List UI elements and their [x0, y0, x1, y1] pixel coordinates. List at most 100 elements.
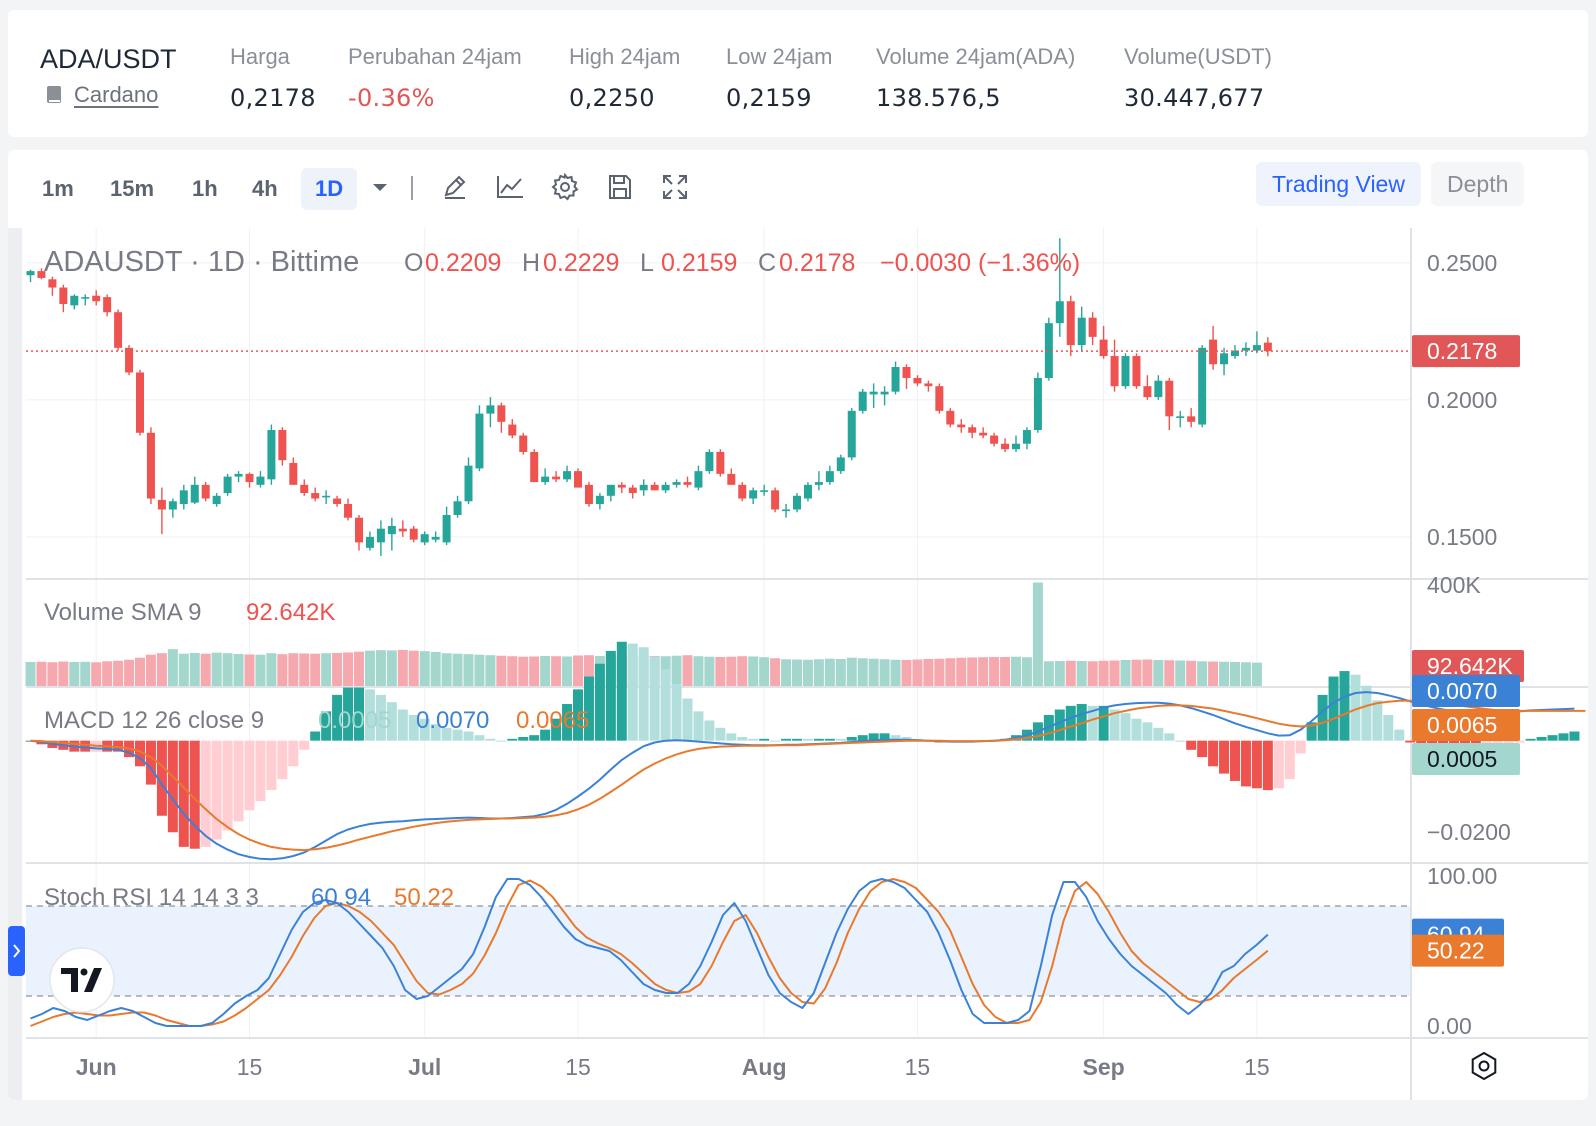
volume-bar [529, 656, 540, 686]
macd-histogram-bar [693, 711, 704, 741]
macd-legend-label: MACD 12 26 close 9 [44, 707, 264, 734]
axis-settings-icon[interactable] [1471, 1051, 1497, 1081]
stat-volume-usdt: Volume(USDT) 30.447,677 [1124, 44, 1272, 112]
candle-up [705, 451, 714, 472]
save-icon[interactable] [603, 170, 637, 204]
macd-histogram-bar [1306, 722, 1317, 741]
macd-legend-signal: 0.0065 [516, 707, 589, 734]
stat-label: Perubahan 24jam [348, 44, 522, 69]
timeframe-1h-button[interactable]: 1h [192, 176, 218, 201]
volume-bar [759, 657, 770, 686]
macd-histogram-bar [616, 641, 627, 741]
volume-bar [310, 653, 321, 686]
volume-bar [113, 660, 124, 686]
volume-bar [332, 652, 343, 686]
macd-histogram-bar [1087, 705, 1098, 741]
timeframe-1m-button[interactable]: 1m [42, 176, 74, 201]
tradingview-logo[interactable] [49, 947, 115, 1013]
candle-down [103, 297, 112, 313]
candle-down [48, 279, 57, 288]
macd-histogram-bar [299, 740, 310, 750]
volume-bar [507, 656, 518, 686]
macd-histogram-bar [857, 735, 868, 741]
legend-ohlc-key: L [640, 249, 654, 277]
macd-histogram-bar [540, 729, 551, 741]
volume-bar [1000, 656, 1011, 686]
candle-up [847, 410, 856, 458]
coin-link[interactable]: Cardano [46, 82, 158, 108]
macd-histogram-bar [1240, 740, 1251, 787]
volume-bar [573, 655, 583, 686]
line-chart-icon[interactable] [493, 170, 527, 204]
timeframe-1d-button[interactable]: 1D [301, 168, 358, 210]
macd-histogram-bar [200, 740, 211, 847]
volume-bar [233, 653, 244, 686]
candle-down [1099, 339, 1108, 357]
macd-histogram-bar [868, 733, 879, 741]
timeframe-4h-button[interactable]: 4h [252, 176, 278, 201]
volume-bar [299, 653, 310, 686]
volume-bar [704, 656, 715, 686]
pencil-icon[interactable] [438, 170, 472, 204]
volume-bar [551, 656, 562, 686]
candle-down [37, 271, 46, 278]
macd-histogram-bar [726, 733, 737, 741]
coin-link-label[interactable]: Cardano [74, 82, 159, 107]
volume-sma-tag [1412, 650, 1524, 682]
macd-histogram-bar [474, 735, 485, 741]
chevron-down-icon[interactable] [363, 170, 397, 204]
fullscreen-icon[interactable] [658, 170, 692, 204]
candle-down [300, 484, 309, 494]
volume-legend-label: Volume SMA 9 [44, 599, 201, 626]
volume-bar [1164, 660, 1175, 686]
volume-bar [562, 656, 573, 686]
candle-down [1143, 386, 1152, 398]
macd-histogram-bar [792, 738, 802, 741]
volume-bar [781, 659, 792, 686]
volume-bar [846, 657, 857, 686]
macd-histogram-bar [1383, 715, 1394, 741]
macd-histogram-bar [737, 736, 748, 741]
volume-bar [178, 653, 189, 686]
volume-bar [912, 659, 923, 686]
volume-bar [211, 652, 222, 686]
candle-down [1066, 301, 1075, 346]
volume-bar [80, 661, 91, 686]
trading-view-tab[interactable]: Trading View [1256, 162, 1421, 206]
volume-bar [386, 650, 397, 686]
macd-histogram-bar [573, 689, 583, 741]
macd-histogram-bar [277, 740, 288, 780]
side-panel-expand-button[interactable] [8, 926, 25, 976]
macd-histogram-bar [1317, 694, 1328, 741]
volume-bar [1021, 657, 1032, 686]
volume-bar [91, 662, 102, 686]
candle-up [782, 509, 791, 512]
volume-bar [802, 659, 813, 686]
candle-down [1088, 317, 1097, 337]
volume-bar [956, 657, 967, 686]
gear-icon[interactable] [548, 170, 582, 204]
macd-histogram-bar [80, 740, 91, 752]
macd-histogram-bar [1065, 705, 1076, 741]
date-axis-label: 15 [905, 1054, 931, 1080]
candle-up [1176, 416, 1185, 418]
macd-histogram-bar [233, 740, 244, 822]
candle-up [168, 501, 177, 510]
macd-histogram-bar [890, 735, 901, 741]
stat-value: -0.36% [348, 84, 435, 112]
candle-up [869, 391, 878, 395]
trading-chart[interactable]: ADAUSDT · 1D · Bittime O 0.2209 H 0.2229 L 0.2… [8, 150, 1588, 1100]
depth-tab[interactable]: Depth [1431, 162, 1525, 206]
candle-down [935, 386, 944, 411]
candle-up [256, 476, 265, 485]
candle-down [1165, 380, 1174, 417]
macd-histogram-bar [1284, 740, 1295, 780]
stoch-legend-k: 60.94 [311, 884, 371, 911]
timeframe-15m-button[interactable]: 15m [110, 176, 155, 201]
stoch-axis-label: 100.00 [1427, 863, 1497, 889]
price-axis-label: 0.2000 [1427, 387, 1497, 413]
macd-histogram-bar [1547, 735, 1558, 741]
candle-down [157, 499, 166, 510]
candle-down [957, 424, 966, 428]
stat-label: Volume(USDT) [1124, 44, 1272, 69]
